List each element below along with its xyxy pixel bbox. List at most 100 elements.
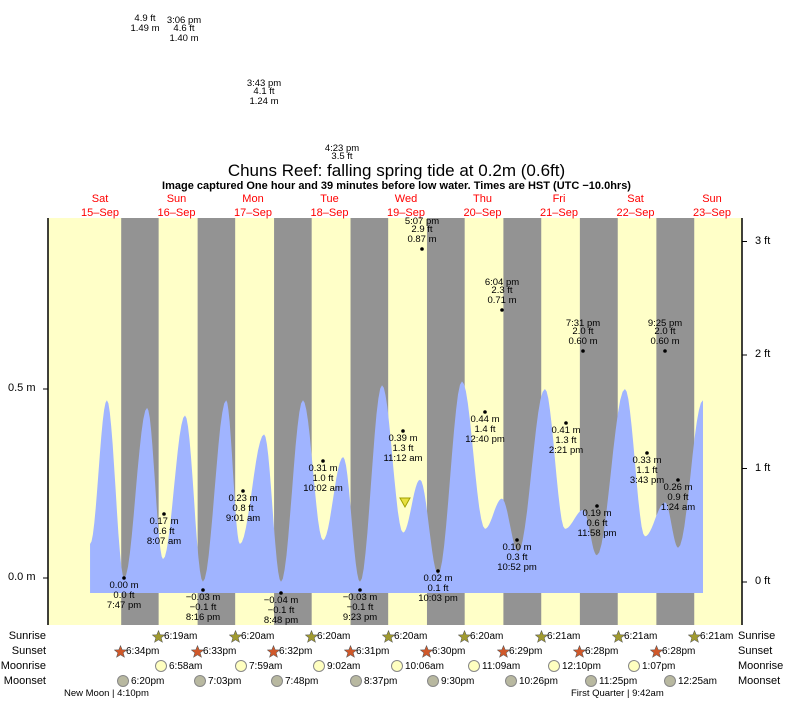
tide-extreme-dot	[676, 478, 680, 482]
tide-extreme-dot	[500, 308, 504, 312]
sunset-time: 6:33pm	[203, 646, 237, 657]
tide-extreme-dot	[279, 591, 283, 595]
tide-time: 3:43 pm	[246, 78, 282, 89]
sun-set-icon	[191, 645, 204, 658]
height-m: 0.31 m	[308, 463, 338, 474]
sun-set-icon	[420, 645, 433, 658]
moonset-time: 12:25am	[678, 675, 717, 687]
sunset-event: 6:28pm	[573, 645, 618, 658]
height-ft: 1.3 ft	[555, 435, 577, 446]
tide-label: 0.39 m 1.3 ft 11:12 am	[384, 434, 423, 464]
day-date: 15–Sep	[81, 207, 119, 219]
height-m: 0.10 m	[502, 542, 532, 553]
sunrise-event: 6:20am	[458, 630, 503, 643]
tide-time: 9:23 pm	[342, 612, 378, 623]
current-tide-marker	[399, 497, 411, 509]
sunset-event: 6:30pm	[420, 645, 465, 658]
day-label: Mon 17–Sep	[234, 192, 272, 220]
tide-label: 0.26 m 0.9 ft 1:24 am	[661, 483, 695, 513]
phase-time: 4:10pm	[117, 688, 149, 699]
moonrise-time: 1:07pm	[642, 660, 676, 672]
height-ft: −0.1 ft	[189, 602, 217, 613]
tide-label: 0.00 m 0.0 ft 7:47 pm	[107, 581, 141, 611]
height-m: −0.03 m	[342, 592, 378, 603]
tide-extreme-dot	[122, 576, 126, 580]
tide-extreme-dot	[645, 451, 649, 455]
height-ft: −0.1 ft	[267, 605, 295, 616]
moonset-event: 11:25pm	[585, 675, 637, 687]
sunset-time: 6:32pm	[279, 646, 313, 657]
moonset-time: 10:26pm	[519, 675, 558, 687]
height-m: 0.00 m	[109, 580, 139, 591]
sun-rise-icon	[229, 630, 242, 643]
sunrise-row-label-right: Sunrise	[738, 630, 776, 642]
tide-time: 7:31 pm	[565, 318, 601, 329]
tide-label: 0.33 m 1.1 ft 3:43 pm	[630, 456, 664, 486]
tide-extreme-dot	[321, 459, 325, 463]
sunrise-event: 6:21am	[612, 630, 657, 643]
sunset-event: 6:28pm	[650, 645, 695, 658]
tide-time: 10:52 pm	[497, 562, 537, 573]
tide-label: 7:31 pm 2.0 ft 0.60 m	[566, 319, 600, 347]
moonrise-icon	[391, 660, 403, 672]
tide-label: 0.23 m 0.8 ft 9:01 am	[226, 494, 260, 524]
tide-time: 11:12 am	[383, 453, 423, 464]
height-ft: 0.0 ft	[113, 590, 135, 601]
tide-time: 1:24 am	[660, 502, 696, 513]
day-of-week: Sat	[627, 193, 644, 205]
sunset-time: 6:34pm	[126, 646, 160, 657]
moonrise-row-label-right: Moonrise	[738, 660, 784, 672]
moonrise-event: 1:07pm	[628, 660, 675, 672]
height-ft: 3.5 ft	[331, 151, 353, 162]
tide-extreme-dot	[420, 247, 424, 251]
moonset-event: 8:37pm	[350, 675, 397, 687]
tide-time: 6:04 pm	[484, 277, 520, 288]
moonrise-time: 6:58am	[169, 660, 203, 672]
height-m: 0.60 m	[650, 336, 680, 347]
day-date: 19–Sep	[387, 207, 425, 219]
moonrise-icon	[628, 660, 640, 672]
height-m: −0.03 m	[185, 592, 221, 603]
tide-extreme-dot	[241, 489, 245, 493]
sunrise-event: 6:20am	[229, 630, 274, 643]
tide-time: 9:25 pm	[647, 318, 683, 329]
moonset-time: 6:20pm	[131, 675, 165, 687]
moonset-event: 6:20pm	[117, 675, 164, 687]
day-of-week: Fri	[552, 193, 566, 205]
tide-label: 3:43 pm 4.1 ft 1.24 m	[247, 79, 281, 107]
sun-set-icon	[114, 645, 127, 658]
sunset-row-label-right: Sunset	[738, 645, 773, 657]
chart-title: Chuns Reef: falling spring tide at 0.2m …	[227, 161, 566, 180]
height-m: 0.71 m	[487, 295, 517, 306]
height-ft: 0.3 ft	[506, 552, 528, 563]
day-of-week: Thu	[473, 193, 492, 205]
sunset-event: 6:32pm	[267, 645, 312, 658]
phase-time: 9:42am	[632, 688, 664, 699]
moonrise-row-label: Moonrise	[0, 660, 46, 672]
first-quarter-phase: First Quarter | 9:42am	[571, 688, 664, 699]
height-m: 0.17 m	[149, 516, 179, 527]
moonset-time: 7:03pm	[208, 675, 242, 687]
height-m: 1.49 m	[130, 23, 160, 34]
tide-label: −0.04 m −0.1 ft 8:48 pm	[264, 596, 299, 626]
height-ft: 1.4 ft	[474, 424, 496, 435]
moonset-time: 7:48pm	[285, 675, 319, 687]
moonset-icon	[585, 675, 597, 687]
sunrise-time: 6:21am	[700, 631, 734, 642]
height-m: 0.19 m	[582, 508, 612, 519]
height-ft: 0.9 ft	[667, 492, 689, 503]
day-label: Tue 18–Sep	[311, 192, 349, 220]
tide-time: 3:06 pm	[166, 15, 202, 26]
tide-extreme-dot	[201, 588, 205, 592]
tide-extreme-dot	[436, 569, 440, 573]
tide-curve	[90, 381, 704, 593]
moonrise-icon	[313, 660, 325, 672]
moonset-icon	[350, 675, 362, 687]
day-label: Sat 15–Sep	[81, 192, 119, 220]
left-axis-tick-label: 0.0 m	[8, 571, 36, 583]
height-ft: −0.1 ft	[346, 602, 374, 613]
height-m: 0.33 m	[632, 455, 662, 466]
tide-label: 0.02 m 0.1 ft 10:03 pm	[418, 574, 458, 604]
tide-extreme-dot	[663, 349, 667, 353]
day-label: Wed 19–Sep	[387, 192, 425, 220]
